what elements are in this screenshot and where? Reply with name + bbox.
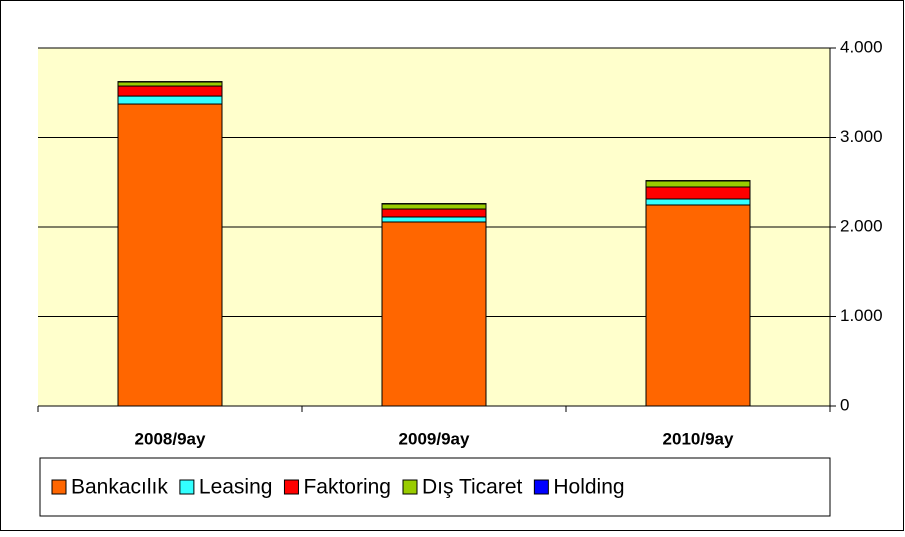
legend-swatch bbox=[534, 480, 548, 494]
legend-swatch bbox=[284, 480, 298, 494]
bar-segment bbox=[118, 104, 222, 406]
x-tick-label: 2010/9ay bbox=[663, 429, 734, 448]
legend-label: Dış Ticaret bbox=[422, 476, 523, 499]
bar-segment bbox=[646, 181, 750, 187]
bar-segment bbox=[118, 82, 222, 86]
bar-segment bbox=[118, 86, 222, 96]
y-tick-label: 0 bbox=[840, 395, 849, 414]
bar-segment bbox=[382, 204, 486, 209]
y-tick-label: 4.000 bbox=[840, 37, 883, 56]
legend-label: Faktoring bbox=[303, 476, 391, 499]
legend-label: Leasing bbox=[199, 476, 273, 499]
legend-swatch bbox=[180, 480, 194, 494]
bar-segment bbox=[646, 205, 750, 406]
bar-segment bbox=[382, 222, 486, 406]
x-tick-label: 2008/9ay bbox=[135, 429, 206, 448]
bar-segment bbox=[646, 187, 750, 199]
legend-swatch bbox=[52, 480, 66, 494]
y-tick-label: 1.000 bbox=[840, 306, 883, 325]
y-tick-label: 3.000 bbox=[840, 127, 883, 146]
x-tick-label: 2009/9ay bbox=[399, 429, 470, 448]
bar-segment bbox=[646, 199, 750, 205]
legend-label: Bankacılık bbox=[71, 476, 168, 499]
legend-swatch bbox=[403, 480, 417, 494]
y-tick-label: 2.000 bbox=[840, 216, 883, 235]
legend-label: Holding bbox=[553, 476, 624, 499]
bar-segment bbox=[382, 209, 486, 217]
bar-segment bbox=[382, 217, 486, 222]
bar-segment bbox=[118, 96, 222, 104]
